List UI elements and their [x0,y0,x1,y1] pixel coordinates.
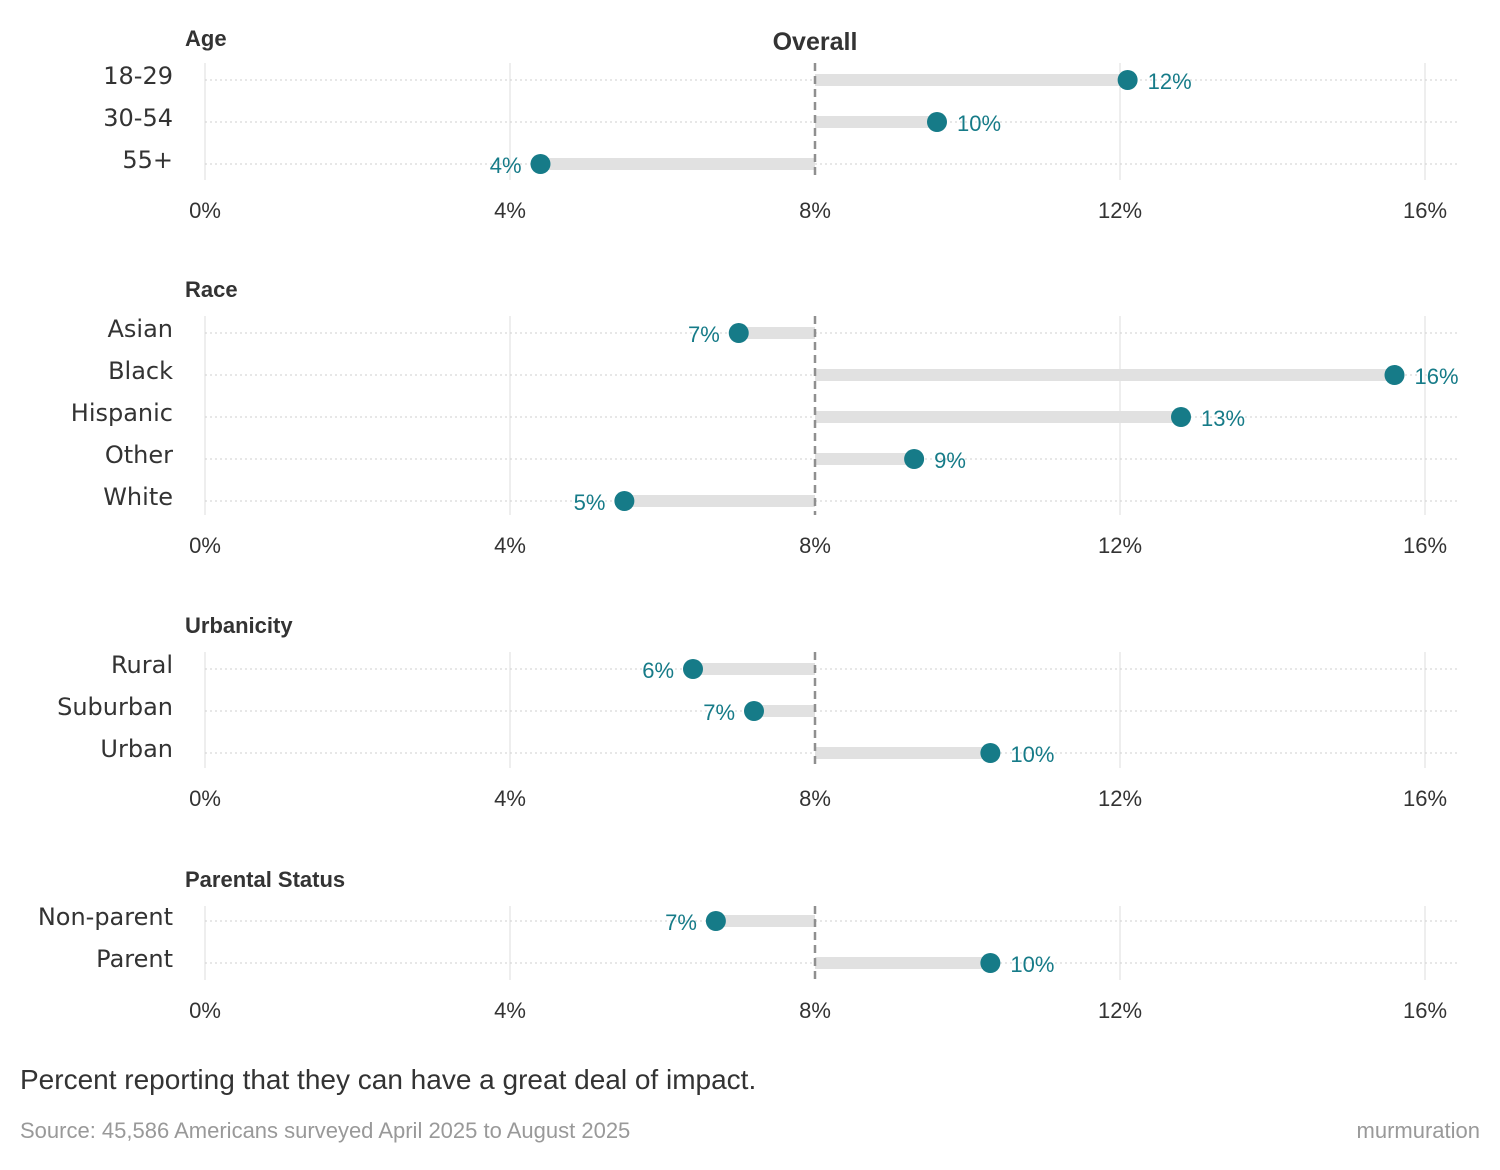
deviation-bar-race-0 [738,327,815,339]
data-point-race-2 [1171,407,1191,427]
category-label-age-0: 18-29 [103,62,173,90]
panel-title-urbanicity: Urbanicity [185,613,293,638]
panel-title-parental-status: Parental Status [185,867,345,892]
deviation-bar-race-3 [815,453,915,465]
data-point-race-0 [728,323,749,343]
data-point-parental-status-1 [980,953,1001,973]
x-tick-label-age-2: 8% [799,198,831,223]
x-tick-label-race-0: 0% [189,533,221,558]
source-note: Source: 45,586 Americans surveyed April … [20,1118,631,1143]
data-point-race-1 [1384,365,1405,385]
x-tick-label-age-3: 12% [1098,198,1142,223]
value-label-race-0: 7% [688,322,720,347]
panel-title-age: Age [185,26,227,51]
category-label-race-2: Hispanic [71,399,173,427]
value-label-parental-status-0: 7% [665,910,697,935]
deviation-bar-race-2 [815,411,1181,423]
category-label-urbanicity-0: Rural [111,651,173,679]
x-tick-label-age-0: 0% [189,198,221,223]
value-label-age-2: 4% [490,153,522,178]
deviation-bar-age-2 [540,158,815,170]
data-point-urbanicity-2 [980,743,1001,763]
value-label-race-2: 13% [1201,406,1245,431]
category-label-race-3: Other [105,441,173,469]
data-point-parental-status-0 [705,911,726,931]
data-point-age-1 [927,112,947,132]
x-tick-label-age-1: 4% [494,198,526,223]
value-label-race-4: 5% [574,490,606,515]
deviation-bar-urbanicity-1 [754,705,815,717]
x-tick-label-race-1: 4% [494,533,526,558]
category-label-race-1: Black [108,357,173,385]
brand-name: murmuration [1356,1118,1480,1143]
data-point-urbanicity-1 [744,701,764,721]
category-label-urbanicity-2: Urban [100,735,173,763]
data-point-age-0 [1117,70,1138,90]
x-tick-label-age-4: 16% [1403,198,1447,223]
value-label-race-3: 9% [934,448,966,473]
x-tick-label-parental-status-0: 0% [189,998,221,1023]
dot-chart: Age 18-29 30-54 55+ 12% 10% 4% 0% 4% 8% 12% 16% Race… [38,26,1459,1023]
category-label-age-1: 30-54 [103,104,173,132]
x-tick-label-race-3: 12% [1098,533,1142,558]
category-label-urbanicity-1: Suburban [57,693,173,721]
category-label-parental-status-1: Parent [96,945,173,973]
deviation-bar-age-1 [815,116,937,128]
x-tick-label-parental-status-1: 4% [494,998,526,1023]
x-tick-label-parental-status-4: 16% [1403,998,1447,1023]
deviation-bar-race-1 [815,369,1395,381]
x-tick-label-parental-status-3: 12% [1098,998,1142,1023]
deviation-bar-race-4 [624,495,815,507]
value-label-age-1: 10% [957,111,1001,136]
reference-label: Overall [773,28,858,56]
deviation-bar-parental-status-1 [815,957,991,969]
data-point-race-4 [614,491,635,511]
value-label-race-1: 16% [1415,364,1459,389]
value-label-age-0: 12% [1148,69,1192,94]
chart-caption: Percent reporting that they can have a g… [20,1064,757,1095]
x-tick-label-urbanicity-2: 8% [799,786,831,811]
value-label-urbanicity-0: 6% [642,658,674,683]
x-tick-label-urbanicity-3: 12% [1098,786,1142,811]
value-label-urbanicity-1: 7% [703,700,735,725]
category-label-race-4: White [103,483,173,511]
data-point-race-3 [904,449,925,469]
value-label-urbanicity-2: 10% [1010,742,1054,767]
category-label-parental-status-0: Non-parent [38,903,173,931]
data-point-urbanicity-0 [683,659,703,679]
x-tick-label-urbanicity-0: 0% [189,786,221,811]
x-tick-label-race-2: 8% [799,533,831,558]
x-tick-label-parental-status-2: 8% [799,998,831,1023]
x-tick-label-urbanicity-4: 16% [1403,786,1447,811]
panel-title-race: Race [185,277,238,302]
deviation-bar-urbanicity-2 [815,747,991,759]
category-label-age-2: 55+ [122,146,173,174]
value-label-parental-status-1: 10% [1010,952,1054,977]
x-tick-label-urbanicity-1: 4% [494,786,526,811]
x-tick-label-race-4: 16% [1403,533,1447,558]
deviation-bar-age-0 [815,74,1128,86]
deviation-bar-parental-status-0 [715,915,815,927]
data-point-age-2 [530,154,551,174]
category-label-race-0: Asian [107,315,173,343]
deviation-bar-urbanicity-0 [693,663,815,675]
